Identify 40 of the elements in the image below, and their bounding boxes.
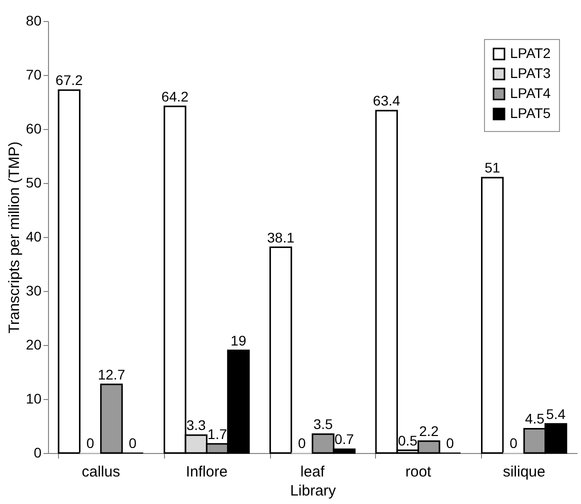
y-tick-label: 20 bbox=[26, 336, 42, 352]
y-tick-label: 0 bbox=[34, 444, 42, 460]
data-label: 3.5 bbox=[313, 416, 334, 432]
x-tick-label: silique bbox=[502, 464, 546, 480]
data-label: 64.2 bbox=[161, 88, 189, 104]
legend-label: LPAT4 bbox=[510, 85, 551, 101]
x-tick-label: callus bbox=[82, 464, 120, 480]
data-label: 5.4 bbox=[546, 406, 566, 422]
data-label: 0 bbox=[86, 435, 94, 451]
data-label: 0.7 bbox=[334, 431, 354, 448]
data-label: 12.7 bbox=[98, 366, 126, 382]
y-axis-title: Transcripts per million (TMP) bbox=[6, 142, 23, 334]
y-tick-label: 40 bbox=[26, 228, 42, 244]
x-tick-label: root bbox=[405, 464, 432, 480]
data-label: 2.2 bbox=[419, 423, 439, 440]
legend-label: LPAT2 bbox=[510, 45, 551, 61]
data-label: 3.3 bbox=[186, 417, 206, 434]
legend-label: LPAT5 bbox=[510, 105, 551, 121]
data-label: 51 bbox=[484, 160, 500, 176]
data-label: 0.5 bbox=[398, 432, 418, 448]
data-label: 0 bbox=[298, 435, 306, 451]
y-tick-label: 70 bbox=[26, 66, 42, 82]
y-tick-label: 50 bbox=[26, 174, 42, 190]
y-tick-label: 80 bbox=[26, 12, 42, 28]
data-label: 0 bbox=[510, 435, 518, 451]
y-tick-label: 30 bbox=[26, 282, 42, 298]
legend-label: LPAT3 bbox=[510, 65, 551, 81]
data-label: 67.2 bbox=[56, 72, 83, 88]
data-label: 1.7 bbox=[208, 426, 228, 442]
x-tick-label: Inflore bbox=[186, 464, 228, 480]
data-label: 0 bbox=[128, 435, 137, 451]
data-label: 19 bbox=[230, 332, 246, 348]
data-label: 38.1 bbox=[267, 229, 295, 246]
data-label: 0 bbox=[446, 435, 454, 451]
data-label: 63.4 bbox=[372, 92, 400, 109]
data-label: 4.5 bbox=[524, 410, 545, 427]
x-axis-title: Library bbox=[290, 482, 336, 500]
y-tick-label: 10 bbox=[26, 390, 42, 406]
x-tick-label: leaf bbox=[300, 464, 326, 480]
y-tick-label: 60 bbox=[26, 120, 42, 136]
